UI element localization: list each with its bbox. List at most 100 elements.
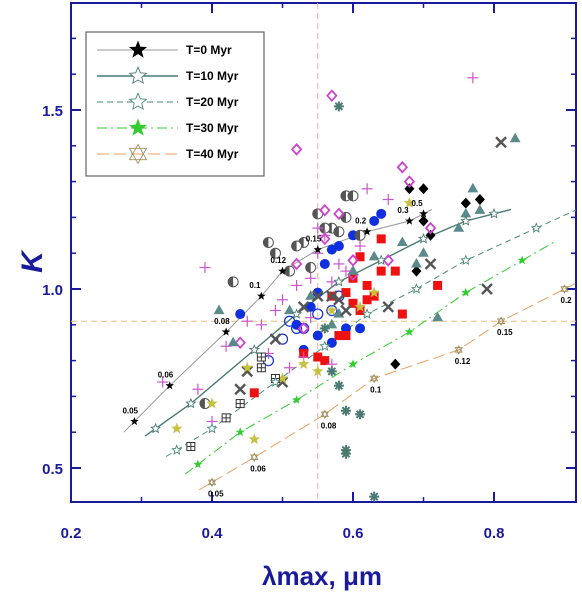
series-marker-1 xyxy=(248,343,260,355)
series-marker-4 xyxy=(454,345,463,355)
data-point-square-filled xyxy=(249,388,259,398)
data-point-x xyxy=(424,258,437,270)
point-annotation: 0.12 xyxy=(271,256,287,265)
data-point-plus xyxy=(255,319,267,331)
series-marker-1 xyxy=(417,232,430,244)
point-annotation: 0.1 xyxy=(370,386,382,395)
axes: 0.2 0.4 0.6 0.8 0.5 1.0 1.5 xyxy=(42,3,576,542)
legend-box xyxy=(85,31,265,177)
data-point-star-filled xyxy=(276,372,289,384)
data-point-half-circle xyxy=(291,240,303,252)
series-marker-0 xyxy=(419,209,428,218)
series-marker-2 xyxy=(269,376,282,387)
data-point-x xyxy=(333,293,345,306)
y-tick-label: 1.5 xyxy=(42,103,63,120)
legend-marker-4 xyxy=(128,143,148,165)
series-marker-0 xyxy=(165,381,174,390)
data-point-plus xyxy=(382,194,394,205)
series-marker-1 xyxy=(375,254,387,266)
data-point-plus xyxy=(157,376,169,388)
data-point-plus xyxy=(333,258,345,270)
data-point-asterisk xyxy=(333,101,344,112)
data-point-diamond-filled xyxy=(418,183,429,195)
series-marker-3 xyxy=(517,255,527,265)
legend-label-4: T=40 Myr xyxy=(186,147,239,161)
data-point-square-filled xyxy=(369,291,379,301)
series-marker-4 xyxy=(320,409,330,420)
data-point-diamond-filled xyxy=(390,358,401,370)
point-annotation: 0.1 xyxy=(249,281,261,290)
legend-items: T=0 Myr T=10 Myr T=20 Myr T=30 Myr T=40 Myr xyxy=(97,40,239,165)
point-annotation: 0.2 xyxy=(561,296,573,305)
data-point-triangle-filled xyxy=(467,182,479,193)
data-point-plus xyxy=(319,229,331,241)
data-point-square-filled xyxy=(355,305,365,315)
data-point-triangle-filled xyxy=(347,265,359,275)
data-point-triangle-filled xyxy=(474,204,486,214)
data-point-diamond-open xyxy=(326,89,338,103)
data-point-diamond-open xyxy=(297,322,310,335)
series-marker-0 xyxy=(221,327,231,336)
data-point-triangle-filled xyxy=(368,250,380,261)
data-point-square-filled xyxy=(320,356,330,366)
series-marker-3 xyxy=(404,327,414,336)
data-point-square-filled xyxy=(313,352,323,362)
model-series-markers xyxy=(130,207,569,488)
data-point-square-filled xyxy=(390,266,400,276)
data-point-boxed-plus xyxy=(256,363,266,373)
data-point-asterisk xyxy=(340,445,351,456)
data-point-square-filled xyxy=(362,295,372,305)
data-point-square-filled xyxy=(341,288,351,298)
data-point-triangle-filled xyxy=(305,290,317,300)
data-point-x xyxy=(241,365,254,378)
data-point-triangle-filled xyxy=(411,257,422,268)
series-marker-4 xyxy=(560,284,569,294)
data-point-star-filled xyxy=(206,397,218,409)
data-point-half-circle xyxy=(347,190,359,202)
series-marker-2 xyxy=(171,444,183,455)
series-marker-4 xyxy=(207,477,217,488)
data-point-plus xyxy=(312,222,324,234)
data-point-half-circle xyxy=(227,276,239,288)
data-point-square-filled xyxy=(376,234,386,244)
data-point-plus xyxy=(361,183,373,195)
data-point-half-circle xyxy=(269,247,281,259)
data-point-diamond-open xyxy=(319,203,331,217)
data-point-plus xyxy=(277,294,288,306)
data-point-square-filled xyxy=(348,298,358,308)
point-annotation: 0.15 xyxy=(306,235,322,244)
data-point-diamond-filled xyxy=(418,215,429,227)
x-tick-label: 0.2 xyxy=(61,525,82,542)
series-marker-0 xyxy=(405,216,414,225)
series-marker-0 xyxy=(362,227,372,236)
legend-marker-0 xyxy=(128,40,148,58)
series-marker-1 xyxy=(185,397,197,409)
legend-label-1: T=10 Myr xyxy=(186,69,239,83)
legend-marker-3 xyxy=(128,118,148,136)
data-point-star-filled xyxy=(403,197,416,208)
data-point-star-filled xyxy=(241,361,253,373)
data-point-square-filled xyxy=(348,273,358,283)
series-marker-2 xyxy=(530,222,542,233)
legend-label-2: T=20 Myr xyxy=(186,95,239,109)
data-point-circle-open xyxy=(276,333,289,345)
data-point-star-filled xyxy=(248,433,260,445)
data-point-half-circle xyxy=(199,398,211,410)
series-marker-0 xyxy=(278,266,287,275)
series-marker-2 xyxy=(361,308,373,319)
data-point-plus xyxy=(291,279,303,291)
data-point-half-circle xyxy=(284,265,296,277)
data-point-square-filled xyxy=(341,331,351,341)
x-tick-label: 0.6 xyxy=(343,525,364,542)
data-point-asterisk xyxy=(369,491,380,502)
x-tick-label: 0.8 xyxy=(484,525,505,542)
point-annotation: 0.12 xyxy=(455,357,471,366)
data-point-plus xyxy=(340,265,352,277)
data-point-asterisk xyxy=(333,380,344,391)
y-axis-title: K xyxy=(16,249,49,273)
point-annotation: 0.06 xyxy=(250,464,266,473)
data-point-diamond-open xyxy=(396,160,409,174)
data-point-diamond-open xyxy=(319,232,331,246)
data-point-plus xyxy=(354,240,366,252)
